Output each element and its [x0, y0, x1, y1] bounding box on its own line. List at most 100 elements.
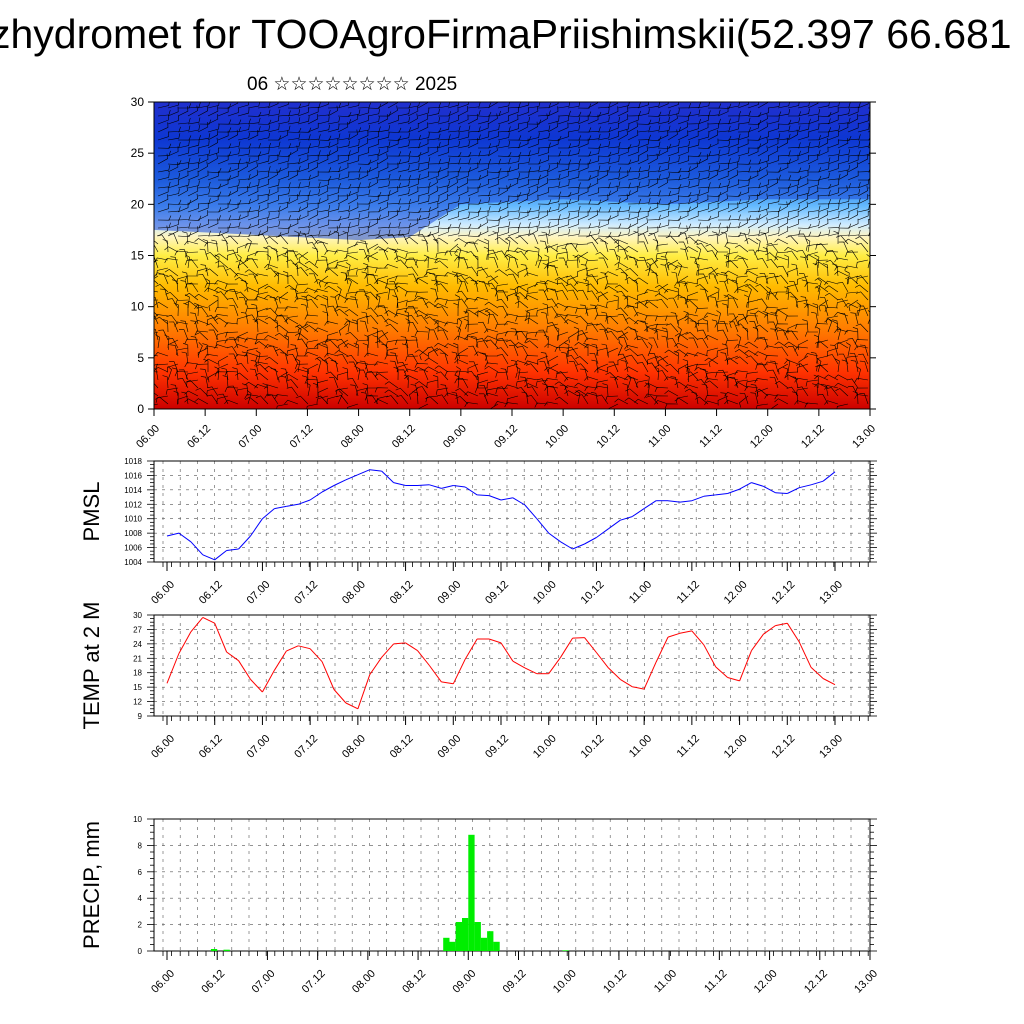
wind-barb — [801, 279, 809, 293]
wind-barb — [527, 212, 540, 221]
wind-barb — [805, 379, 819, 387]
wind-barb — [364, 273, 379, 279]
wind-barb — [476, 379, 489, 389]
wind-barb — [554, 302, 569, 309]
wind-barb — [677, 223, 692, 229]
wind-barb — [280, 376, 289, 389]
wind-barb — [764, 355, 779, 361]
wind-barb — [826, 315, 839, 324]
wind-barb — [694, 352, 709, 357]
wind-barb — [187, 140, 200, 149]
wind-barb — [312, 247, 319, 261]
wind-barb — [407, 179, 419, 189]
wind-barb — [247, 390, 252, 405]
wind-barb — [438, 329, 449, 341]
wind-barb — [527, 121, 538, 133]
wind-barb — [514, 247, 529, 253]
wind-barb — [154, 244, 159, 253]
wind-barb — [247, 211, 259, 221]
wind-barb — [437, 209, 448, 221]
wind-barb — [179, 329, 189, 341]
wind-barb — [187, 117, 201, 125]
series-segment — [381, 470, 394, 483]
wind-barb — [357, 199, 372, 205]
wind-barb — [714, 286, 720, 301]
wind-barb — [714, 251, 728, 257]
wind-barb — [625, 388, 639, 397]
wind-barb — [616, 330, 629, 341]
wind-barb — [794, 346, 809, 352]
wind-barb — [165, 387, 179, 395]
wind-barb — [774, 380, 789, 389]
wind-barb — [594, 237, 609, 245]
wind-barb — [476, 371, 489, 380]
wind-barb — [457, 186, 469, 197]
x-tick-label: 12.12 — [799, 423, 827, 451]
wind-barb — [427, 202, 439, 213]
wind-barb — [707, 229, 721, 237]
wind-barb — [445, 299, 459, 306]
wind-barb — [459, 281, 469, 293]
wind-barb — [657, 177, 668, 189]
wind-barb — [867, 310, 870, 325]
wind-barb — [544, 343, 559, 349]
series-segment — [775, 492, 788, 494]
wind-barb — [177, 106, 189, 117]
wind-barb — [717, 369, 729, 381]
wind-barb — [637, 134, 651, 141]
wind-barb — [454, 237, 469, 245]
wind-barb — [707, 165, 721, 173]
wind-barb — [365, 291, 379, 301]
wind-barb — [167, 106, 179, 117]
wind-barb — [444, 392, 459, 398]
wind-barb — [197, 170, 209, 181]
wind-barb — [344, 320, 359, 326]
wind-barb — [547, 102, 559, 109]
wind-barb — [517, 267, 529, 278]
wind-barb — [587, 290, 599, 301]
series-segment — [453, 485, 466, 488]
wind-barb — [167, 226, 179, 237]
wind-barb — [637, 139, 649, 149]
wind-barb — [506, 363, 519, 373]
wind-barb — [812, 383, 819, 397]
wind-barb — [817, 229, 831, 237]
wind-barb — [227, 180, 240, 189]
series-segment — [488, 495, 502, 501]
wind-barb — [468, 361, 479, 373]
wind-barb — [307, 134, 321, 141]
y-tick-label: 1008 — [124, 529, 142, 538]
wind-barb — [447, 132, 460, 141]
wind-barb — [317, 135, 332, 141]
wind-barb — [597, 116, 610, 125]
x-tick-label: 07.00 — [245, 579, 273, 607]
wind-barb — [298, 251, 309, 264]
wind-barb — [157, 122, 169, 133]
wind-barb — [657, 163, 670, 173]
wind-barb — [314, 240, 329, 245]
wind-barb — [306, 403, 319, 409]
wind-barb — [557, 150, 571, 157]
wind-barb — [227, 221, 241, 229]
wind-barb — [680, 232, 689, 245]
wind-barb — [774, 309, 789, 317]
wind-barb — [856, 259, 869, 268]
wind-barb — [504, 402, 519, 408]
wind-barb — [179, 249, 189, 261]
wind-barb — [423, 254, 429, 269]
wind-barb — [547, 227, 559, 237]
wind-barb — [657, 143, 672, 149]
wind-barb — [336, 338, 349, 349]
wind-barb — [557, 290, 569, 301]
wind-barb — [516, 250, 529, 261]
wind-barb — [587, 199, 602, 205]
wind-barb — [314, 343, 329, 349]
wind-barb — [407, 321, 419, 333]
wind-barb — [271, 247, 279, 261]
wind-barb — [464, 297, 479, 303]
wind-barb — [463, 318, 469, 333]
wind-barb — [817, 183, 832, 189]
wind-barb — [818, 299, 829, 312]
wind-barb — [756, 238, 761, 253]
wind-barb — [664, 376, 679, 381]
